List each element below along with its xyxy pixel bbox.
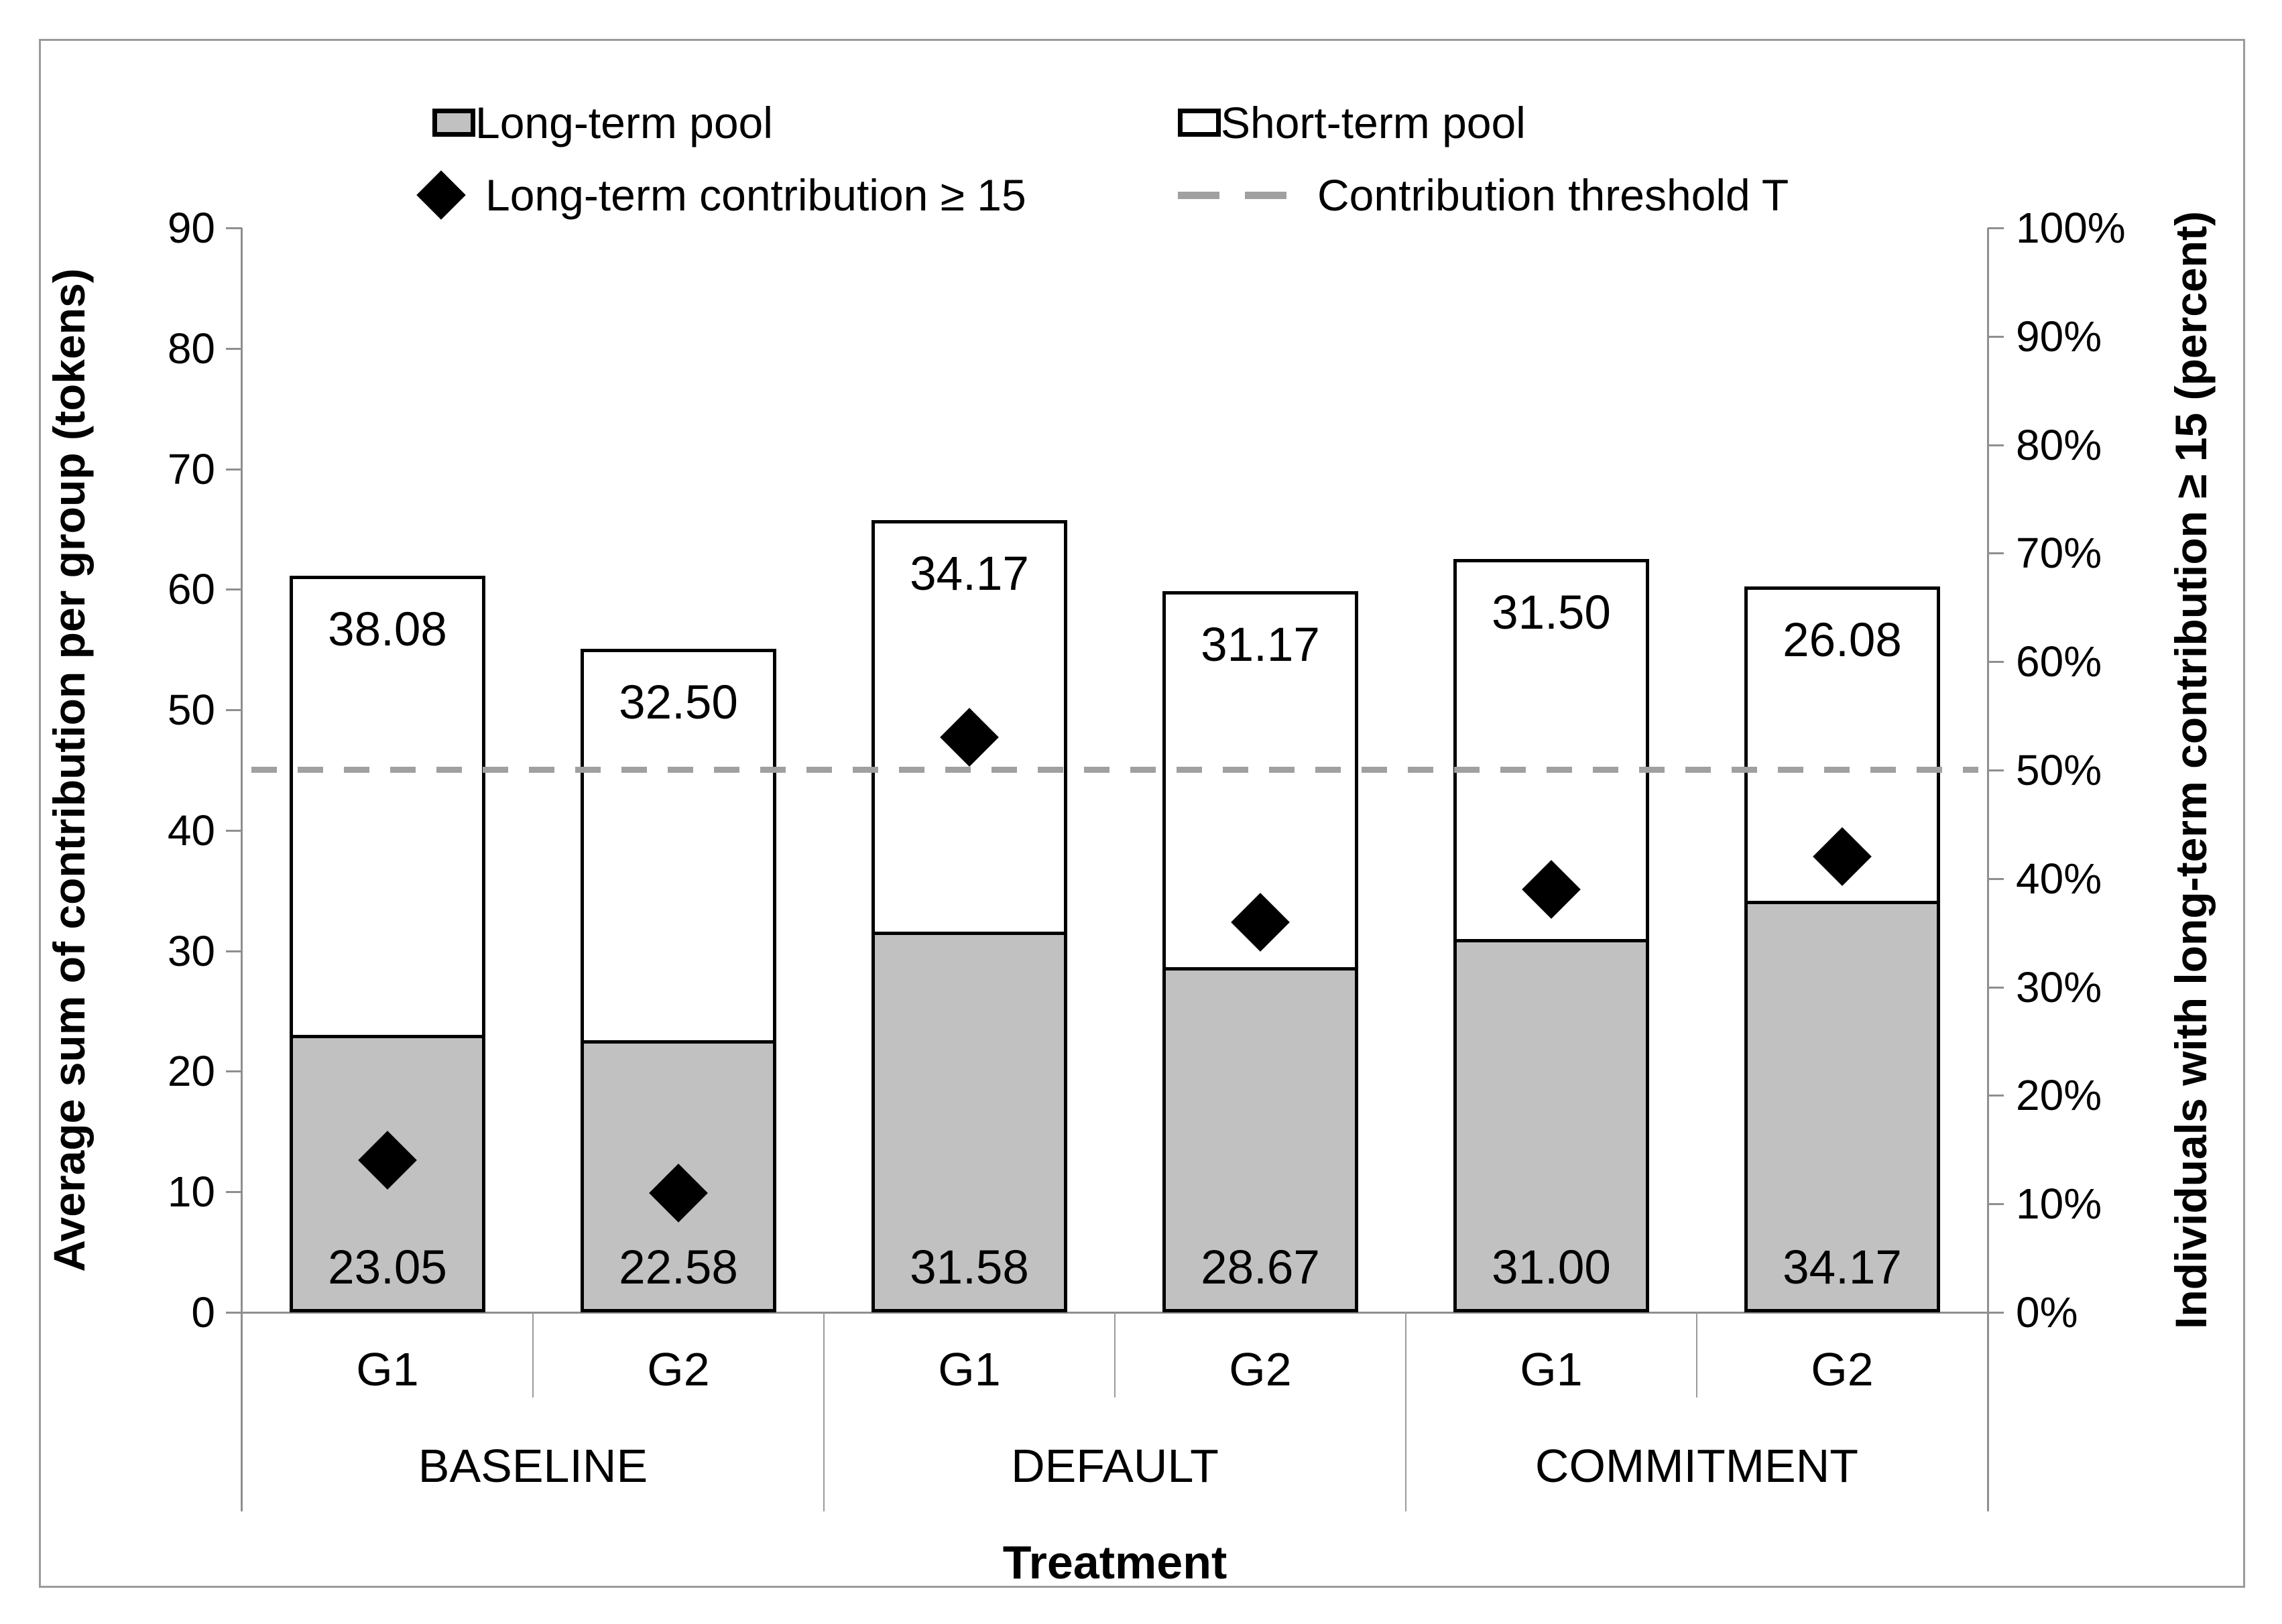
right-axis-tick-label: 80% <box>2016 420 2102 469</box>
legend-label-contribution-threshold: Contribution threshold T <box>1317 170 1789 220</box>
figure-border <box>39 39 2245 1588</box>
right-axis-tick <box>1988 986 2004 989</box>
long-term-value-label: 23.05 <box>328 1241 447 1294</box>
contribution-threshold-line <box>251 767 1978 773</box>
legend-label-long-term-pool: Long-term pool <box>475 98 773 147</box>
right-axis-title: Individuals with long-term contribution … <box>2166 211 2216 1329</box>
dashed-line-icon <box>1178 191 1292 199</box>
left-axis-tick-label: 50 <box>167 686 215 735</box>
short-term-value-label: 31.50 <box>1492 586 1611 640</box>
right-axis-tick-label: 0% <box>2016 1288 2078 1336</box>
long-term-value-label: 31.00 <box>1492 1241 1611 1294</box>
right-axis-tick-label: 20% <box>2016 1071 2102 1120</box>
long-term-pool-segment <box>1166 966 1355 1309</box>
treatment-label: BASELINE <box>418 1440 648 1492</box>
left-axis-tick-label: 20 <box>167 1047 215 1096</box>
group-label: G1 <box>938 1343 1001 1395</box>
left-axis-tick <box>226 1191 242 1194</box>
right-axis-tick <box>1988 335 2004 338</box>
right-axis-tick <box>1988 877 2004 880</box>
short-term-value-label: 26.08 <box>1783 613 1902 667</box>
left-axis-tick <box>226 227 242 229</box>
right-axis-tick <box>1988 661 2004 664</box>
legend-item-long-term-contribution: Long-term contribution ≥ 15 <box>416 170 1026 220</box>
group-separator-line <box>532 1312 534 1397</box>
right-axis-tick-label: 100% <box>2016 204 2126 252</box>
group-label: G2 <box>1229 1343 1292 1395</box>
right-axis-line <box>1987 228 1989 1511</box>
group-separator-line <box>1114 1312 1116 1397</box>
left-axis-tick <box>226 468 242 471</box>
treatment-label: DEFAULT <box>1011 1440 1219 1492</box>
left-axis-tick <box>226 709 242 712</box>
right-axis-tick <box>1988 552 2004 555</box>
left-axis-tick <box>226 1312 242 1314</box>
diamond-marker-icon <box>416 170 466 220</box>
legend-label-short-term-pool: Short-term pool <box>1221 98 1526 147</box>
short-term-value-label: 32.50 <box>619 676 738 729</box>
treatment-separator-line <box>1405 1312 1406 1511</box>
short-term-value-label: 34.17 <box>910 547 1029 601</box>
right-axis-tick-label: 30% <box>2016 962 2102 1011</box>
right-axis-tick <box>1988 1203 2004 1206</box>
right-axis-tick <box>1988 1095 2004 1097</box>
short-term-pool-swatch-icon <box>1178 109 1221 137</box>
treatment-separator-line <box>823 1312 825 1511</box>
legend-item-long-term-pool: Long-term pool <box>432 101 773 145</box>
stacked-bar: 26.08 34.17 <box>1744 586 1940 1312</box>
long-term-value-label: 31.58 <box>910 1241 1029 1294</box>
left-axis-tick <box>226 1070 242 1073</box>
short-term-value-label: 38.08 <box>328 603 447 657</box>
right-axis-tick <box>1988 1312 2004 1314</box>
legend-item-contribution-threshold: Contribution threshold T <box>1178 173 1789 217</box>
right-axis-tick-label: 70% <box>2016 529 2102 578</box>
left-axis-tick <box>226 588 242 591</box>
left-axis-tick-label: 90 <box>167 204 215 252</box>
right-axis-tick-label: 60% <box>2016 637 2102 686</box>
left-axis-tick-label: 70 <box>167 444 215 493</box>
legend-item-short-term-pool: Short-term pool <box>1178 101 1526 145</box>
legend-label-long-term-contribution: Long-term contribution ≥ 15 <box>485 170 1026 220</box>
long-term-value-label: 28.67 <box>1201 1241 1320 1294</box>
right-axis-tick-label: 90% <box>2016 312 2102 361</box>
stacked-bar: 34.17 31.58 <box>872 519 1067 1312</box>
left-axis-tick <box>226 950 242 952</box>
long-term-value-label: 22.58 <box>619 1241 738 1294</box>
left-axis-tick-label: 10 <box>167 1168 215 1216</box>
right-axis-tick <box>1988 444 2004 446</box>
left-axis-tick-label: 80 <box>167 324 215 373</box>
left-axis-line <box>241 228 243 1511</box>
left-axis-tick <box>226 347 242 350</box>
short-term-value-label: 31.17 <box>1201 619 1320 672</box>
long-term-pool-segment <box>1748 900 1937 1309</box>
group-label: G2 <box>1811 1343 1874 1395</box>
right-axis-tick-label: 10% <box>2016 1180 2102 1229</box>
group-label: G1 <box>356 1343 419 1395</box>
left-axis-tick <box>226 829 242 832</box>
group-separator-line <box>1696 1312 1697 1397</box>
group-label: G1 <box>1520 1343 1583 1395</box>
long-term-pool-segment <box>875 932 1064 1309</box>
left-axis-tick-label: 0 <box>191 1288 215 1336</box>
right-axis-tick <box>1988 769 2004 771</box>
treatment-label: COMMITMENT <box>1535 1440 1859 1492</box>
long-term-pool-segment <box>1457 938 1646 1309</box>
left-axis-tick-label: 40 <box>167 806 215 855</box>
right-axis-tick-label: 40% <box>2016 854 2102 903</box>
left-axis-title: Average sum of contribution per group (t… <box>44 268 94 1272</box>
long-term-value-label: 34.17 <box>1783 1241 1902 1294</box>
group-label: G2 <box>647 1343 710 1395</box>
stacked-bar: 31.17 28.67 <box>1162 591 1358 1312</box>
stacked-bar: 38.08 23.05 <box>290 576 485 1312</box>
right-axis-tick-label: 50% <box>2016 746 2102 794</box>
right-axis-tick <box>1988 227 2004 229</box>
left-axis-tick-label: 60 <box>167 565 215 614</box>
long-term-pool-swatch-icon <box>432 109 475 137</box>
left-axis-tick-label: 30 <box>167 926 215 975</box>
x-axis-title: Treatment <box>1002 1536 1227 1588</box>
stacked-bar: 31.50 31.00 <box>1453 559 1649 1312</box>
